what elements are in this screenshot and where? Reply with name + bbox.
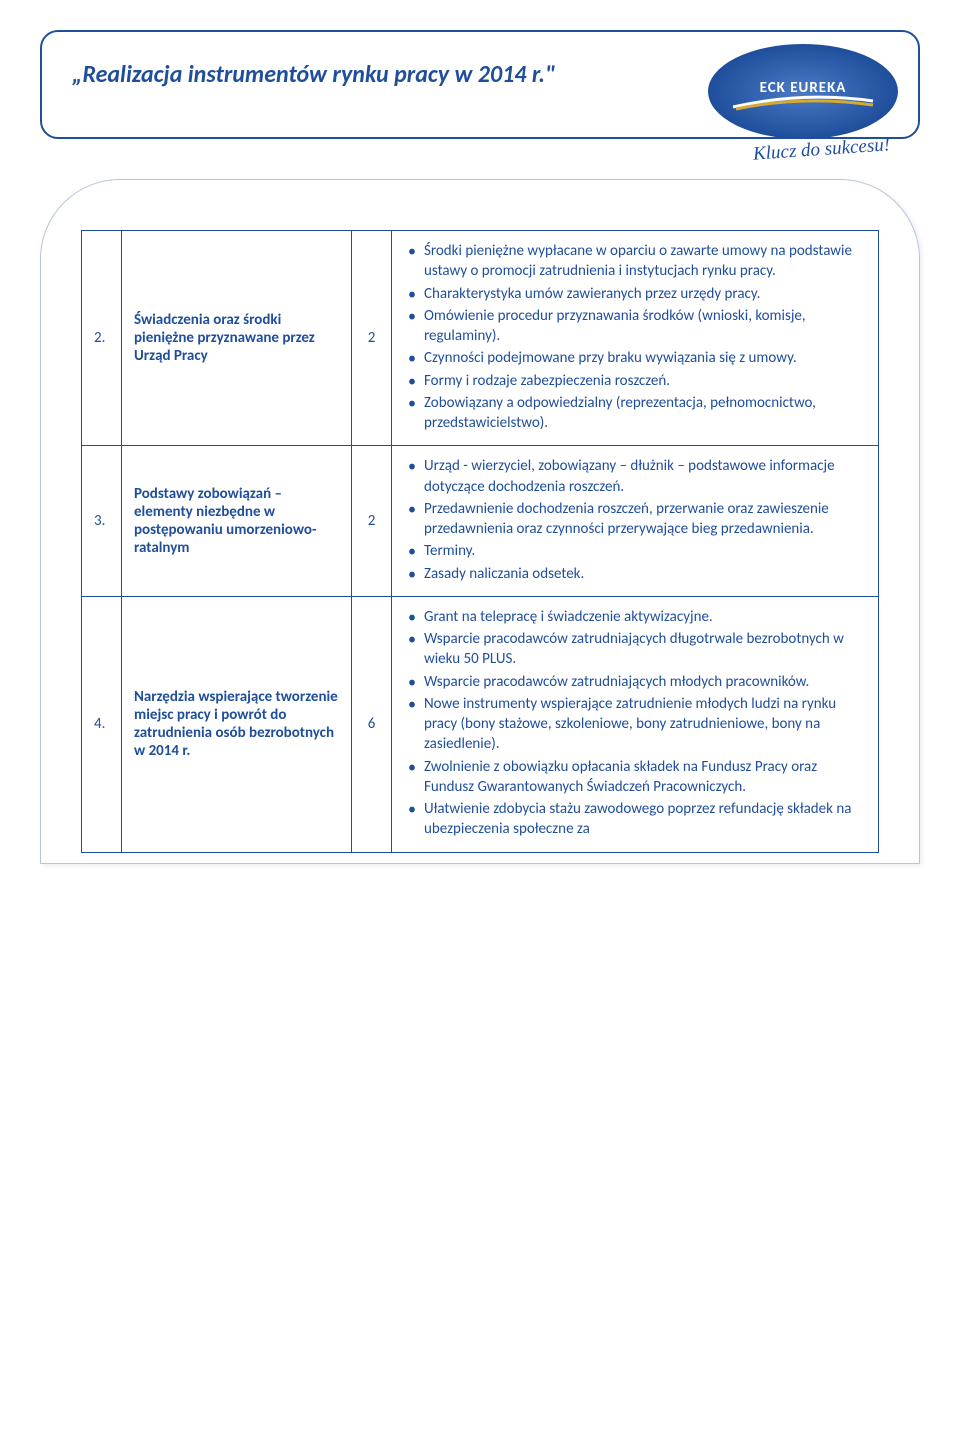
list-item: Zobowiązany a odpowiedzialny (reprezenta…: [402, 393, 864, 434]
list-item: Urząd - wierzyciel, zobowiązany – dłużni…: [402, 456, 864, 497]
list-item: Środki pieniężne wypłacane w oparciu o z…: [402, 241, 864, 282]
row-title: Narzędzia wspierające tworzenie miejsc p…: [122, 596, 352, 852]
table-row: 4.Narzędzia wspierające tworzenie miejsc…: [82, 596, 879, 852]
row-description: Urząd - wierzyciel, zobowiązany – dłużni…: [392, 446, 879, 597]
row-hours: 2: [352, 231, 392, 446]
list-item: Przedawnienie dochodzenia roszczeń, prze…: [402, 499, 864, 540]
list-item: Zasady naliczania odsetek.: [402, 564, 864, 584]
list-item: Nowe instrumenty wspierające zatrudnieni…: [402, 694, 864, 755]
header-box: „Realizacja instrumentów rynku pracy w 2…: [40, 30, 920, 139]
program-table: 2.Świadczenia oraz środki pieniężne przy…: [81, 230, 879, 853]
list-item: Charakterystyka umów zawieranych przez u…: [402, 284, 864, 304]
row-number: 2.: [82, 231, 122, 446]
logo-ellipse: ECK EUREKA: [708, 44, 898, 139]
table-row: 2.Świadczenia oraz środki pieniężne przy…: [82, 231, 879, 446]
list-item: Wsparcie pracodawców zatrudniających dłu…: [402, 629, 864, 670]
content-frame: 2.Świadczenia oraz środki pieniężne przy…: [40, 179, 920, 864]
row-hours: 2: [352, 446, 392, 597]
list-item: Grant na telepracę i świadczenie aktywiz…: [402, 607, 864, 627]
row-number: 3.: [82, 446, 122, 597]
list-item: Omówienie procedur przyznawania środków …: [402, 306, 864, 347]
row-hours: 6: [352, 596, 392, 852]
logo-tagline: Klucz do sukcesu!: [752, 134, 890, 166]
list-item: Ułatwienie zdobycia stażu zawodowego pop…: [402, 799, 864, 840]
list-item: Czynności podejmowane przy braku wywiąza…: [402, 348, 864, 368]
row-title: Świadczenia oraz środki pieniężne przyzn…: [122, 231, 352, 446]
description-list: Urząd - wierzyciel, zobowiązany – dłużni…: [402, 456, 864, 584]
table-row: 3.Podstawy zobowiązań – elementy niezbęd…: [82, 446, 879, 597]
row-description: Środki pieniężne wypłacane w oparciu o z…: [392, 231, 879, 446]
list-item: Terminy.: [402, 541, 864, 561]
list-item: Formy i rodzaje zabezpieczenia roszczeń.: [402, 371, 864, 391]
list-item: Wsparcie pracodawców zatrudniających mło…: [402, 672, 864, 692]
description-list: Środki pieniężne wypłacane w oparciu o z…: [402, 241, 864, 433]
list-item: Zwolnienie z obowiązku opłacania składek…: [402, 757, 864, 798]
row-description: Grant na telepracę i świadczenie aktywiz…: [392, 596, 879, 852]
logo: ECK EUREKA Klucz do sukcesu!: [708, 44, 898, 139]
description-list: Grant na telepracę i świadczenie aktywiz…: [402, 607, 864, 840]
row-title: Podstawy zobowiązań – elementy niezbędne…: [122, 446, 352, 597]
logo-swoosh-icon: [728, 93, 878, 111]
row-number: 4.: [82, 596, 122, 852]
